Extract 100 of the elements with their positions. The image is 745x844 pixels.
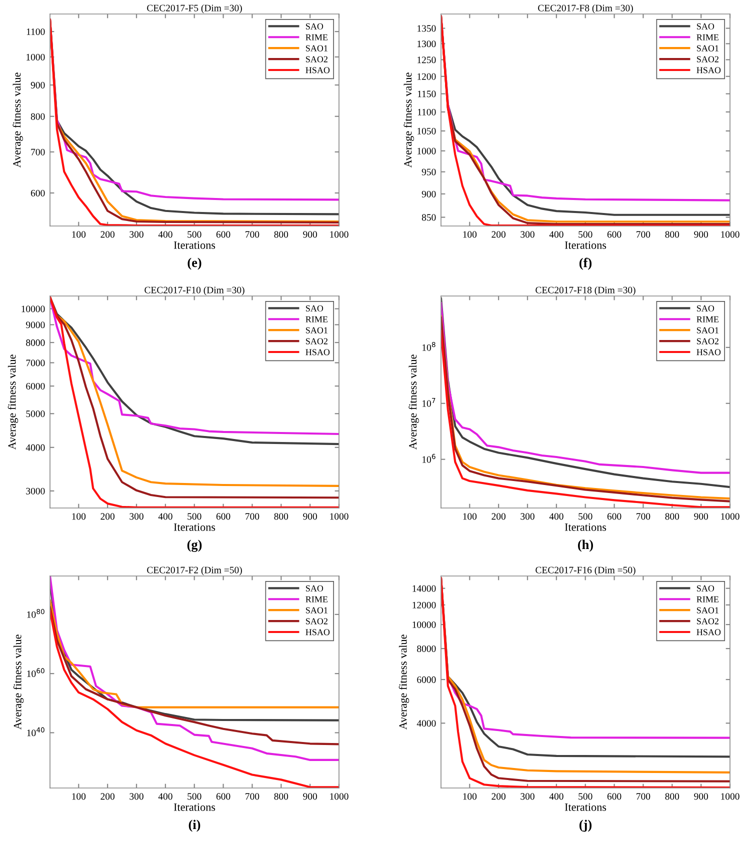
x-tick-label: 200 (100, 793, 114, 800)
legend-label: HSAO (306, 67, 330, 74)
x-axis-title: Iterations (174, 241, 216, 249)
y-tick-label: 10$^{8}$ (422, 342, 436, 351)
x-tick-label: 100 (463, 231, 477, 238)
y-tick-label: 1050 (418, 128, 436, 134)
y-tick-label: 1150 (418, 90, 436, 98)
legend-label: HSAO (696, 629, 721, 636)
y-tick-label: 850 (422, 214, 436, 221)
x-tick-label: 500 (188, 231, 202, 238)
text: (h) (578, 540, 593, 552)
legend-label: RIME (306, 34, 328, 40)
x-tick-label: 1000 (721, 513, 740, 520)
y-axis-title: Average fitness value (12, 72, 23, 168)
legend-label: RIME (306, 316, 328, 322)
x-tick-label: 900 (303, 513, 317, 520)
y-tick-label: 10$^{7}$ (422, 398, 436, 407)
x-tick-label: 200 (100, 513, 114, 520)
y-tick-label: 14000 (412, 585, 436, 592)
x-tick-label: 100 (72, 793, 86, 800)
x-tick-label: 700 (636, 513, 650, 520)
legend-label: SAO1 (696, 327, 718, 334)
x-tick-label: 900 (303, 231, 317, 238)
x-tick-label: 600 (607, 513, 622, 520)
chart-title: CEC2017-F18 (Dim =30) (536, 286, 636, 296)
x-axis-title: Iterations (564, 803, 606, 811)
text: (f) (579, 258, 592, 270)
x-tick-label: 300 (520, 793, 534, 800)
x-tick-label: 300 (520, 231, 534, 238)
text: (e) (188, 258, 202, 270)
x-tick-label: 500 (188, 513, 202, 520)
legend-label: SAO (306, 585, 324, 592)
y-tick-label: 10000 (412, 621, 436, 628)
x-tick-label: 1000 (330, 793, 348, 800)
y-axis-title: Average fitness value (404, 72, 414, 168)
x-tick-label: 400 (549, 231, 564, 238)
legend-label: SAO (696, 305, 714, 312)
y-tick-label: 1100 (418, 108, 436, 116)
x-tick-label: 100 (463, 513, 477, 520)
x-tick-label: 300 (130, 231, 144, 238)
x-tick-label: 800 (665, 793, 680, 800)
y-tick-label: 600 (30, 190, 45, 196)
y-tick-label: 10$^{40}$ (27, 727, 44, 736)
x-axis-title: Iterations (174, 803, 216, 811)
y-tick-label: 1350 (418, 25, 436, 32)
x-tick-label: 900 (303, 793, 317, 800)
y-tick-label: 1300 (418, 40, 436, 48)
legend-label: SAO1 (306, 45, 328, 52)
legend-label: SAO2 (306, 338, 328, 344)
legend-label: HSAO (306, 349, 330, 356)
y-tick-label: 900 (30, 82, 45, 88)
y-tick-label: 3000 (26, 488, 45, 494)
y-tick-label: 1000 (26, 54, 45, 60)
legend-label: SAO2 (306, 618, 328, 624)
legend-label: RIME (696, 596, 719, 602)
y-tick-label: 9000 (26, 322, 45, 328)
x-tick-label: 500 (578, 231, 592, 238)
x-tick-label: 200 (492, 513, 506, 520)
x-tick-label: 500 (188, 793, 202, 800)
x-tick-label: 400 (549, 793, 564, 800)
legend-label: SAO1 (696, 607, 718, 614)
y-tick-label: 5000 (26, 410, 45, 418)
legend-label: SAO (306, 23, 324, 30)
legend-label: HSAO (306, 629, 330, 636)
y-tick-label: 10000 (22, 306, 45, 312)
y-tick-label: 6000 (26, 382, 45, 390)
y-tick-label: 8000 (26, 339, 45, 346)
legend-label: SAO1 (306, 607, 328, 614)
x-tick-label: 900 (694, 231, 708, 238)
legend-label: SAO2 (306, 56, 328, 62)
y-tick-label: 950 (422, 168, 436, 176)
x-tick-label: 200 (100, 231, 114, 238)
chart-title: CEC2017-F5 (Dim =30) (147, 4, 242, 14)
x-tick-label: 200 (492, 231, 506, 238)
legend-label: SAO2 (696, 56, 718, 62)
y-tick-label: 900 (422, 190, 436, 198)
x-tick-label: 600 (607, 231, 622, 238)
x-tick-label: 800 (665, 231, 680, 238)
x-tick-label: 400 (158, 793, 172, 800)
y-tick-label: 800 (30, 113, 45, 120)
legend-label: SAO1 (696, 45, 718, 52)
x-tick-label: 500 (578, 793, 592, 800)
y-tick-label: 7000 (26, 360, 45, 366)
legend-label: SAO1 (306, 327, 328, 334)
x-axis-title: Iterations (564, 241, 606, 249)
line-series (50, 606, 339, 746)
text: (j) (579, 820, 592, 832)
x-tick-label: 700 (636, 231, 650, 238)
x-axis-title: Iterations (564, 523, 606, 531)
y-axis-title: Average fitness value (398, 634, 410, 730)
x-tick-label: 300 (130, 793, 144, 800)
y-tick-label: 12000 (412, 602, 436, 608)
x-tick-label: 600 (216, 513, 230, 520)
chart-title: CEC2017-F10 (Dim =30) (144, 286, 244, 296)
y-tick-label: 10$^{80}$ (27, 609, 44, 618)
x-tick-label: 800 (274, 793, 288, 800)
x-tick-label: 100 (72, 513, 86, 520)
y-tick-label: 700 (31, 148, 45, 156)
x-tick-label: 600 (607, 793, 622, 800)
x-tick-label: 600 (216, 793, 230, 800)
